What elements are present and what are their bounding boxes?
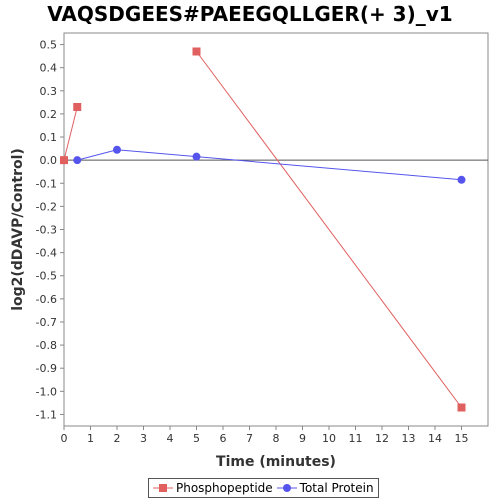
y-axis-title: log2(dDAVP/Control) (10, 148, 26, 311)
x-tick-label: 9 (299, 432, 306, 445)
series-total-protein (73, 145, 466, 184)
x-tick-label: 0 (61, 432, 68, 445)
series-line (77, 149, 462, 181)
data-point (73, 102, 82, 111)
data-point (457, 175, 466, 184)
legend: Phosphopeptide Total Protein (148, 478, 379, 498)
series-group (60, 47, 466, 412)
x-tick-label: 4 (167, 432, 174, 445)
y-tick-label: 0.3 (40, 85, 58, 98)
y-tick-label: -1.0 (36, 385, 57, 398)
legend-label-total-protein: Total Protein (299, 481, 374, 495)
y-tick-label: 0.2 (40, 108, 58, 121)
y-tick-label: -0.7 (36, 316, 57, 329)
series-line (196, 51, 462, 408)
data-point (73, 156, 82, 165)
legend-label-phosphopeptide: Phosphopeptide (176, 481, 273, 495)
x-tick-label: 15 (455, 432, 469, 445)
legend-item-phosphopeptide: Phosphopeptide (153, 481, 273, 495)
data-point (113, 145, 121, 154)
series-phosphopeptide (60, 102, 82, 165)
y-tick-label: -0.3 (36, 224, 57, 237)
y-tick-label: 0.4 (40, 62, 58, 75)
y-tick-label: -0.5 (36, 270, 57, 283)
y-tick-label: -0.6 (36, 293, 57, 306)
data-point (457, 403, 466, 412)
y-tick-label: -0.8 (36, 339, 57, 352)
series-phosphopeptide (192, 47, 466, 412)
axis-ticks: 0 1 2 3 4 5 6 7 8 9 10 11 12 13 14 150.50.40.30.20.10.0… (36, 39, 469, 445)
y-tick-label: -1.1 (36, 408, 57, 421)
y-tick-label: -0.4 (36, 247, 57, 260)
legend-item-total-protein: Total Protein (276, 481, 374, 495)
x-tick-label: 13 (402, 432, 416, 445)
x-tick-label: 6 (220, 432, 227, 445)
x-tick-label: 8 (273, 432, 280, 445)
x-tick-label: 1 (87, 432, 94, 445)
y-tick-label: 0.5 (40, 39, 58, 52)
y-tick-label: -0.2 (36, 200, 57, 213)
x-tick-label: 10 (322, 432, 336, 445)
plot-frame (63, 32, 489, 427)
y-tick-label: -0.1 (36, 177, 57, 190)
y-tick-label: 0.0 (40, 154, 58, 167)
series-line (63, 106, 78, 161)
chart-plot: 0 1 2 3 4 5 6 7 8 9 10 11 12 13 14 150.50.40.30.20.10.0… (10, 32, 489, 470)
x-tick-label: 12 (375, 432, 389, 445)
x-tick-label: 11 (349, 432, 363, 445)
chart-title: VAQSDGEES#PAEEGQLLGER(+ 3)_v1 (47, 2, 453, 26)
y-tick-label: -0.9 (36, 362, 57, 375)
x-tick-label: 2 (114, 432, 121, 445)
legend-swatch-total-protein-icon (276, 484, 297, 492)
x-tick-label: 14 (428, 432, 442, 445)
data-point (192, 152, 201, 161)
legend-swatch-phosphopeptide-icon (153, 484, 173, 492)
plot-area (63, 32, 489, 427)
data-point (192, 47, 201, 56)
data-point (60, 156, 68, 165)
x-tick-label: 5 (193, 432, 200, 445)
x-axis-title: Time (minutes) (216, 454, 336, 470)
x-tick-label: 7 (246, 432, 253, 445)
x-tick-label: 3 (140, 432, 147, 445)
y-tick-label: 0.1 (40, 131, 58, 144)
